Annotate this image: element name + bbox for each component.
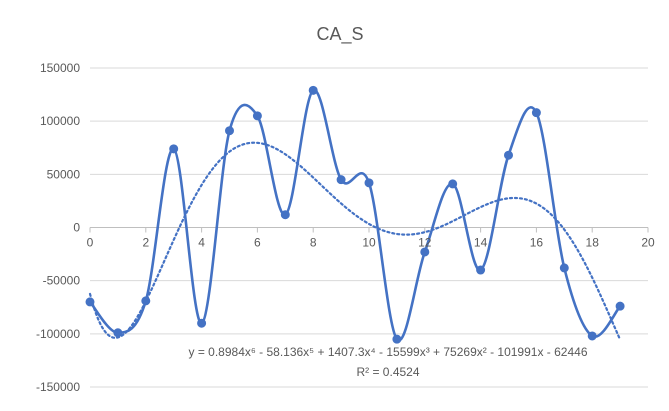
y-tick-label: 0 [73,221,80,235]
x-tick-label: 4 [198,236,205,250]
x-tick-label: 0 [87,236,94,250]
series-line [88,89,622,342]
y-tick-label: -100000 [36,327,80,341]
trendline-equation: y = 0.8984x⁶ - 58.136x⁵ + 1407.3x⁴ - 155… [188,345,587,359]
data-point [225,126,234,136]
data-point [308,85,318,95]
data-point [113,328,123,338]
trendline-r-squared: R² = 0.4524 [356,365,419,379]
x-tick-label: 10 [362,236,376,250]
x-tick-label: 6 [254,236,261,250]
data-point [141,296,151,306]
data-point [448,179,458,189]
data-point [336,175,346,185]
x-tick-label: 8 [310,236,317,250]
x-tick-label: 14 [474,236,488,250]
y-tick-label: 50000 [47,167,81,181]
y-tick-label: -150000 [36,380,80,394]
gridlines [90,67,648,388]
data-point [280,210,290,220]
x-tick-label: 2 [142,236,149,250]
trendline [88,141,622,341]
data-point [531,108,541,118]
data-point [197,318,207,328]
data-point [85,297,95,307]
data-point [615,301,625,311]
x-tick-label: 16 [530,236,544,250]
chart-title: CA_S [316,24,363,45]
y-tick-label: 150000 [40,61,80,75]
x-tick-label: 12 [418,236,432,250]
data-point [252,111,262,121]
data-point [559,263,569,273]
y-tick-label: -50000 [43,274,81,288]
data-point [392,334,402,344]
y-tick-label: 100000 [40,114,80,128]
x-tick-label: 18 [586,236,600,250]
data-point [587,331,597,341]
series-layer [85,85,625,344]
x-tick-label: 20 [641,236,655,250]
data-point [476,265,486,275]
data-point [364,178,374,188]
data-point [169,144,179,154]
data-point [420,247,430,257]
trendline-layer [88,141,622,341]
data-point [504,150,513,160]
tick-labels: 150000 100000 50000 0 -50000 -100000 -150000 0 2… [36,61,655,394]
